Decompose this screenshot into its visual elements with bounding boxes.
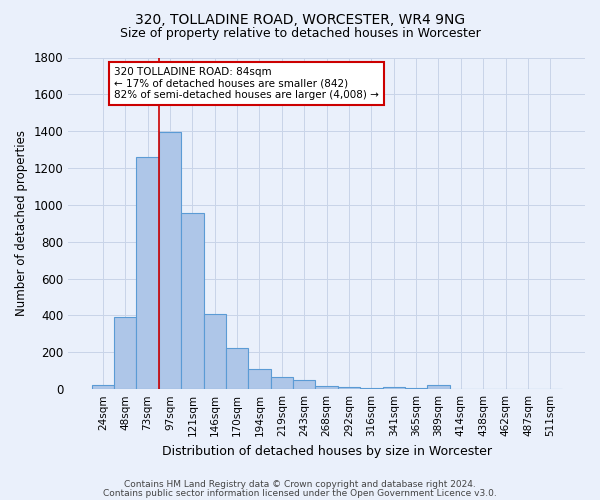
Bar — [427, 386, 449, 389]
X-axis label: Distribution of detached houses by size in Worcester: Distribution of detached houses by size … — [161, 444, 491, 458]
Bar — [181, 213, 203, 389]
Bar — [159, 132, 181, 389]
Text: Size of property relative to detached houses in Worcester: Size of property relative to detached ho… — [119, 28, 481, 40]
Bar — [405, 388, 427, 389]
Y-axis label: Number of detached properties: Number of detached properties — [15, 130, 28, 316]
Bar — [383, 387, 405, 389]
Bar — [360, 388, 383, 389]
Bar — [316, 386, 338, 389]
Text: 320, TOLLADINE ROAD, WORCESTER, WR4 9NG: 320, TOLLADINE ROAD, WORCESTER, WR4 9NG — [135, 12, 465, 26]
Bar — [271, 377, 293, 389]
Text: 320 TOLLADINE ROAD: 84sqm
← 17% of detached houses are smaller (842)
82% of semi: 320 TOLLADINE ROAD: 84sqm ← 17% of detac… — [114, 66, 379, 100]
Text: Contains HM Land Registry data © Crown copyright and database right 2024.: Contains HM Land Registry data © Crown c… — [124, 480, 476, 489]
Bar — [136, 157, 159, 389]
Bar — [92, 384, 114, 389]
Bar — [248, 369, 271, 389]
Bar — [114, 318, 136, 389]
Bar — [338, 388, 360, 389]
Bar — [293, 380, 316, 389]
Text: Contains public sector information licensed under the Open Government Licence v3: Contains public sector information licen… — [103, 488, 497, 498]
Bar — [226, 348, 248, 389]
Bar — [203, 314, 226, 389]
